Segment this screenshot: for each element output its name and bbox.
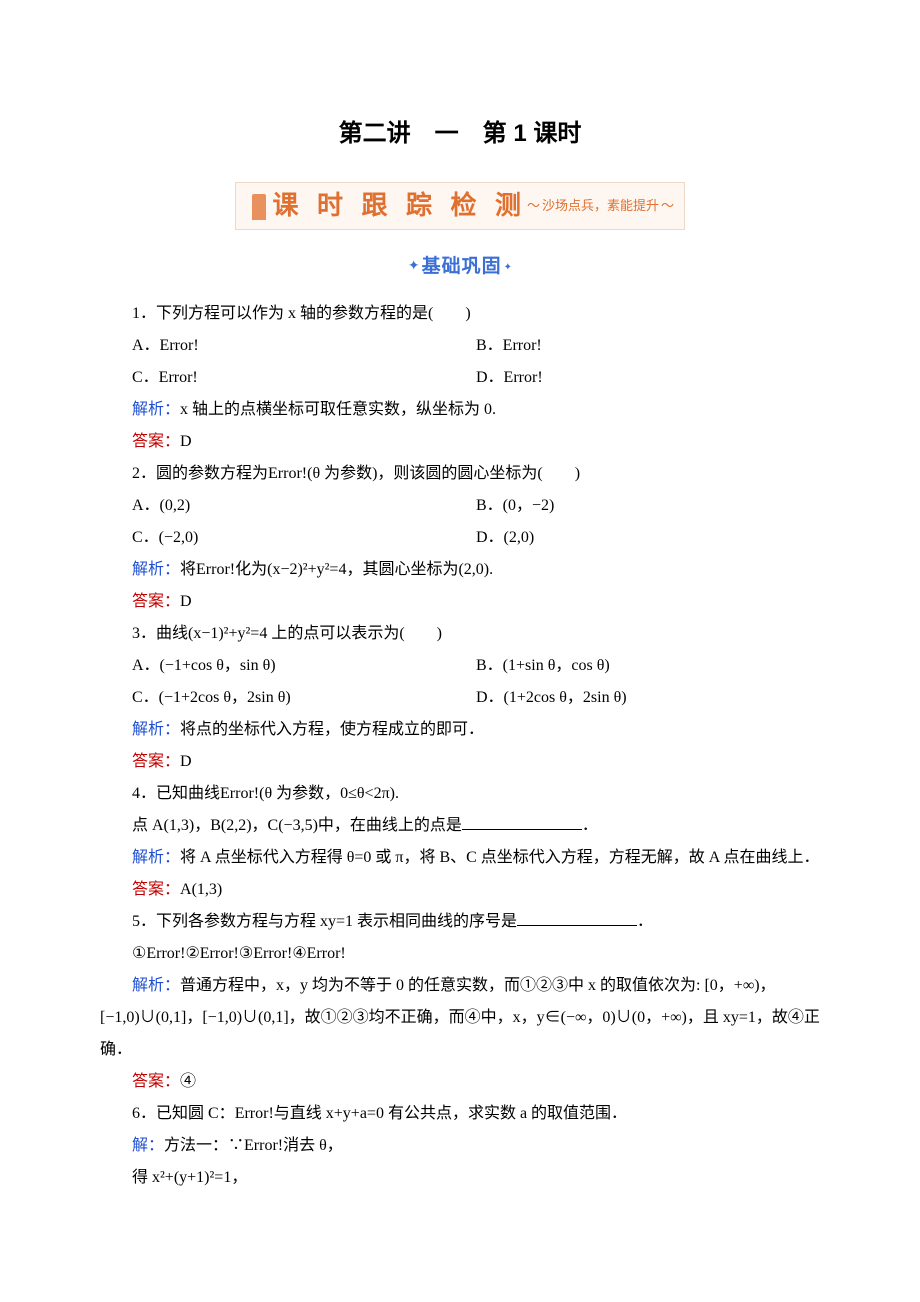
q2-analysis-post: 化为(x−2)²+y²=4，其圆心坐标为(2,0). (235, 561, 493, 578)
q3-opt-a: A．(−1+cos θ，sin θ) (132, 650, 476, 682)
analysis-label: 解析： (132, 561, 180, 578)
q5-opt4-prefix: ④ (292, 945, 306, 962)
q1-opt-a: A．Error! (132, 330, 476, 362)
q4-stem-line2: 点 A(1,3)，B(2,2)，C(−3,5)中，在曲线上的点是 ． (100, 810, 820, 842)
banner-title: 课 时 跟 踪 检 测 (272, 180, 527, 232)
q1-answer: 答案：D (100, 426, 820, 458)
q2-stem: 2．圆的参数方程为Error!(θ 为参数)，则该圆的圆心坐标为( ) (100, 458, 820, 490)
q5-blank (517, 908, 637, 926)
q5-opt2-prefix: ② (185, 945, 199, 962)
section-badge-text: 基础巩固 (422, 256, 502, 277)
q6-stem-error: Error! (235, 1105, 274, 1122)
q3-analysis: 解析：将点的坐标代入方程，使方程成立的即可． (100, 714, 820, 746)
q4-answer-text: A(1,3) (180, 881, 222, 898)
q5-opt1-error: Error! (146, 945, 185, 962)
answer-label: 答案： (132, 593, 180, 610)
q5-opt3-error: Error! (253, 945, 292, 962)
banner-subtitle: 沙场点兵，素能提升 (527, 193, 674, 219)
q5-opt1-prefix: ① (132, 945, 146, 962)
q1-answer-text: D (180, 433, 192, 450)
q4-analysis-text: 将 A 点坐标代入方程得 θ=0 或 π，将 B、C 点坐标代入方程，方程无解，… (180, 849, 819, 866)
q1-options: A．Error! B．Error! C．Error! D．Error! (100, 330, 820, 394)
q4-blank-suffix: ． (582, 817, 598, 834)
q2-analysis-error: Error! (196, 561, 235, 578)
q4-analysis: 解析：将 A 点坐标代入方程得 θ=0 或 π，将 B、C 点坐标代入方程，方程… (100, 842, 820, 874)
q3-analysis-text: 将点的坐标代入方程，使方程成立的即可． (180, 721, 484, 738)
q6-sol-line2: 得 x²+(y+1)²=1， (100, 1162, 820, 1194)
q4-line2-text: 点 A(1,3)，B(2,2)，C(−3,5)中，在曲线上的点是 (132, 817, 462, 834)
q6-stem-post: 与直线 x+y+a=0 有公共点，求实数 a 的取值范围． (274, 1105, 627, 1122)
q1-opt-b: B．Error! (476, 330, 820, 362)
q1-analysis-text: x 轴上的点横坐标可取任意实数，纵坐标为 0. (180, 401, 496, 418)
q5-opts-line: ①Error!②Error!③Error!④Error! (100, 938, 820, 970)
q6-sol-line1: 解：方法一：∵Error!消去 θ， (100, 1130, 820, 1162)
q4-blank (462, 812, 582, 830)
q6-sol-l1-error: Error! (244, 1137, 283, 1154)
q6-stem: 6．已知圆 C：Error!与直线 x+y+a=0 有公共点，求实数 a 的取值… (100, 1098, 820, 1130)
answer-label: 答案： (132, 753, 180, 770)
q1-opt-d: D．Error! (476, 362, 820, 394)
q3-opt-b: B．(1+sin θ，cos θ) (476, 650, 820, 682)
banner-brush-icon (246, 186, 264, 226)
q3-options: A．(−1+cos θ，sin θ) B．(1+sin θ，cos θ) C．(… (100, 650, 820, 714)
q5-answer: 答案：④ (100, 1066, 820, 1098)
q3-opt-d: D．(1+2cos θ，2sin θ) (476, 682, 820, 714)
q5-analysis: 解析：普通方程中，x，y 均为不等于 0 的任意实数，而①②③中 x 的取值依次… (100, 970, 820, 1066)
q3-opt-c: C．(−1+2cos θ，2sin θ) (132, 682, 476, 714)
q2-stem-post: (θ 为参数)，则该圆的圆心坐标为( ) (307, 465, 580, 482)
q5-stem: 5．下列各参数方程与方程 xy=1 表示相同曲线的序号是 ． (100, 906, 820, 938)
q4-stem-error: Error! (220, 785, 259, 802)
tracking-test-banner: 课 时 跟 踪 检 测 沙场点兵，素能提升 (235, 182, 685, 230)
section-badge: 基础巩固 (100, 248, 820, 286)
q3-answer: 答案：D (100, 746, 820, 778)
q4-stem-line1: 4．已知曲线Error!(θ 为参数，0≤θ<2π). (100, 778, 820, 810)
q5-answer-text: ④ (180, 1073, 196, 1090)
q6-sol-l1-pre: 方法一：∵ (164, 1137, 244, 1154)
q6-stem-pre: 6．已知圆 C： (132, 1105, 235, 1122)
q3-stem: 3．曲线(x−1)²+y²=4 上的点可以表示为( ) (100, 618, 820, 650)
q6-sol-l1-post: 消去 θ， (283, 1137, 343, 1154)
analysis-label: 解析： (132, 977, 180, 994)
q5-opt3-prefix: ③ (239, 945, 253, 962)
q5-opt2-error: Error! (200, 945, 239, 962)
answer-label: 答案： (132, 433, 180, 450)
q1-analysis: 解析：x 轴上的点横坐标可取任意实数，纵坐标为 0. (100, 394, 820, 426)
q2-answer-text: D (180, 593, 192, 610)
analysis-label: 解析： (132, 401, 180, 418)
q2-answer: 答案：D (100, 586, 820, 618)
q4-answer: 答案：A(1,3) (100, 874, 820, 906)
q5-blank-suffix: ． (637, 913, 653, 930)
solution-label: 解： (132, 1137, 164, 1154)
q2-analysis-pre: 将 (180, 561, 196, 578)
q2-stem-pre: 2．圆的参数方程为 (132, 465, 268, 482)
q1-stem: 1．下列方程可以作为 x 轴的参数方程的是( ) (100, 298, 820, 330)
q2-opt-b: B．(0，−2) (476, 490, 820, 522)
q5-stem-text: 5．下列各参数方程与方程 xy=1 表示相同曲线的序号是 (132, 913, 517, 930)
q5-analysis-text: 普通方程中，x，y 均为不等于 0 的任意实数，而①②③中 x 的取值依次为: … (100, 977, 820, 1058)
q2-stem-error: Error! (268, 465, 307, 482)
q2-opt-d: D．(2,0) (476, 522, 820, 554)
q2-analysis: 解析：将Error!化为(x−2)²+y²=4，其圆心坐标为(2,0). (100, 554, 820, 586)
answer-label: 答案： (132, 881, 180, 898)
q2-opt-a: A．(0,2) (132, 490, 476, 522)
q3-answer-text: D (180, 753, 192, 770)
page-title: 第二讲 一 第 1 课时 (100, 110, 820, 158)
analysis-label: 解析： (132, 721, 180, 738)
q2-options: A．(0,2) B．(0，−2) C．(−2,0) D．(2,0) (100, 490, 820, 554)
analysis-label: 解析： (132, 849, 180, 866)
q1-opt-c: C．Error! (132, 362, 476, 394)
q5-opt4-error: Error! (307, 945, 346, 962)
answer-label: 答案： (132, 1073, 180, 1090)
q4-stem-post: (θ 为参数，0≤θ<2π). (259, 785, 399, 802)
q4-stem-pre: 4．已知曲线 (132, 785, 220, 802)
q2-opt-c: C．(−2,0) (132, 522, 476, 554)
